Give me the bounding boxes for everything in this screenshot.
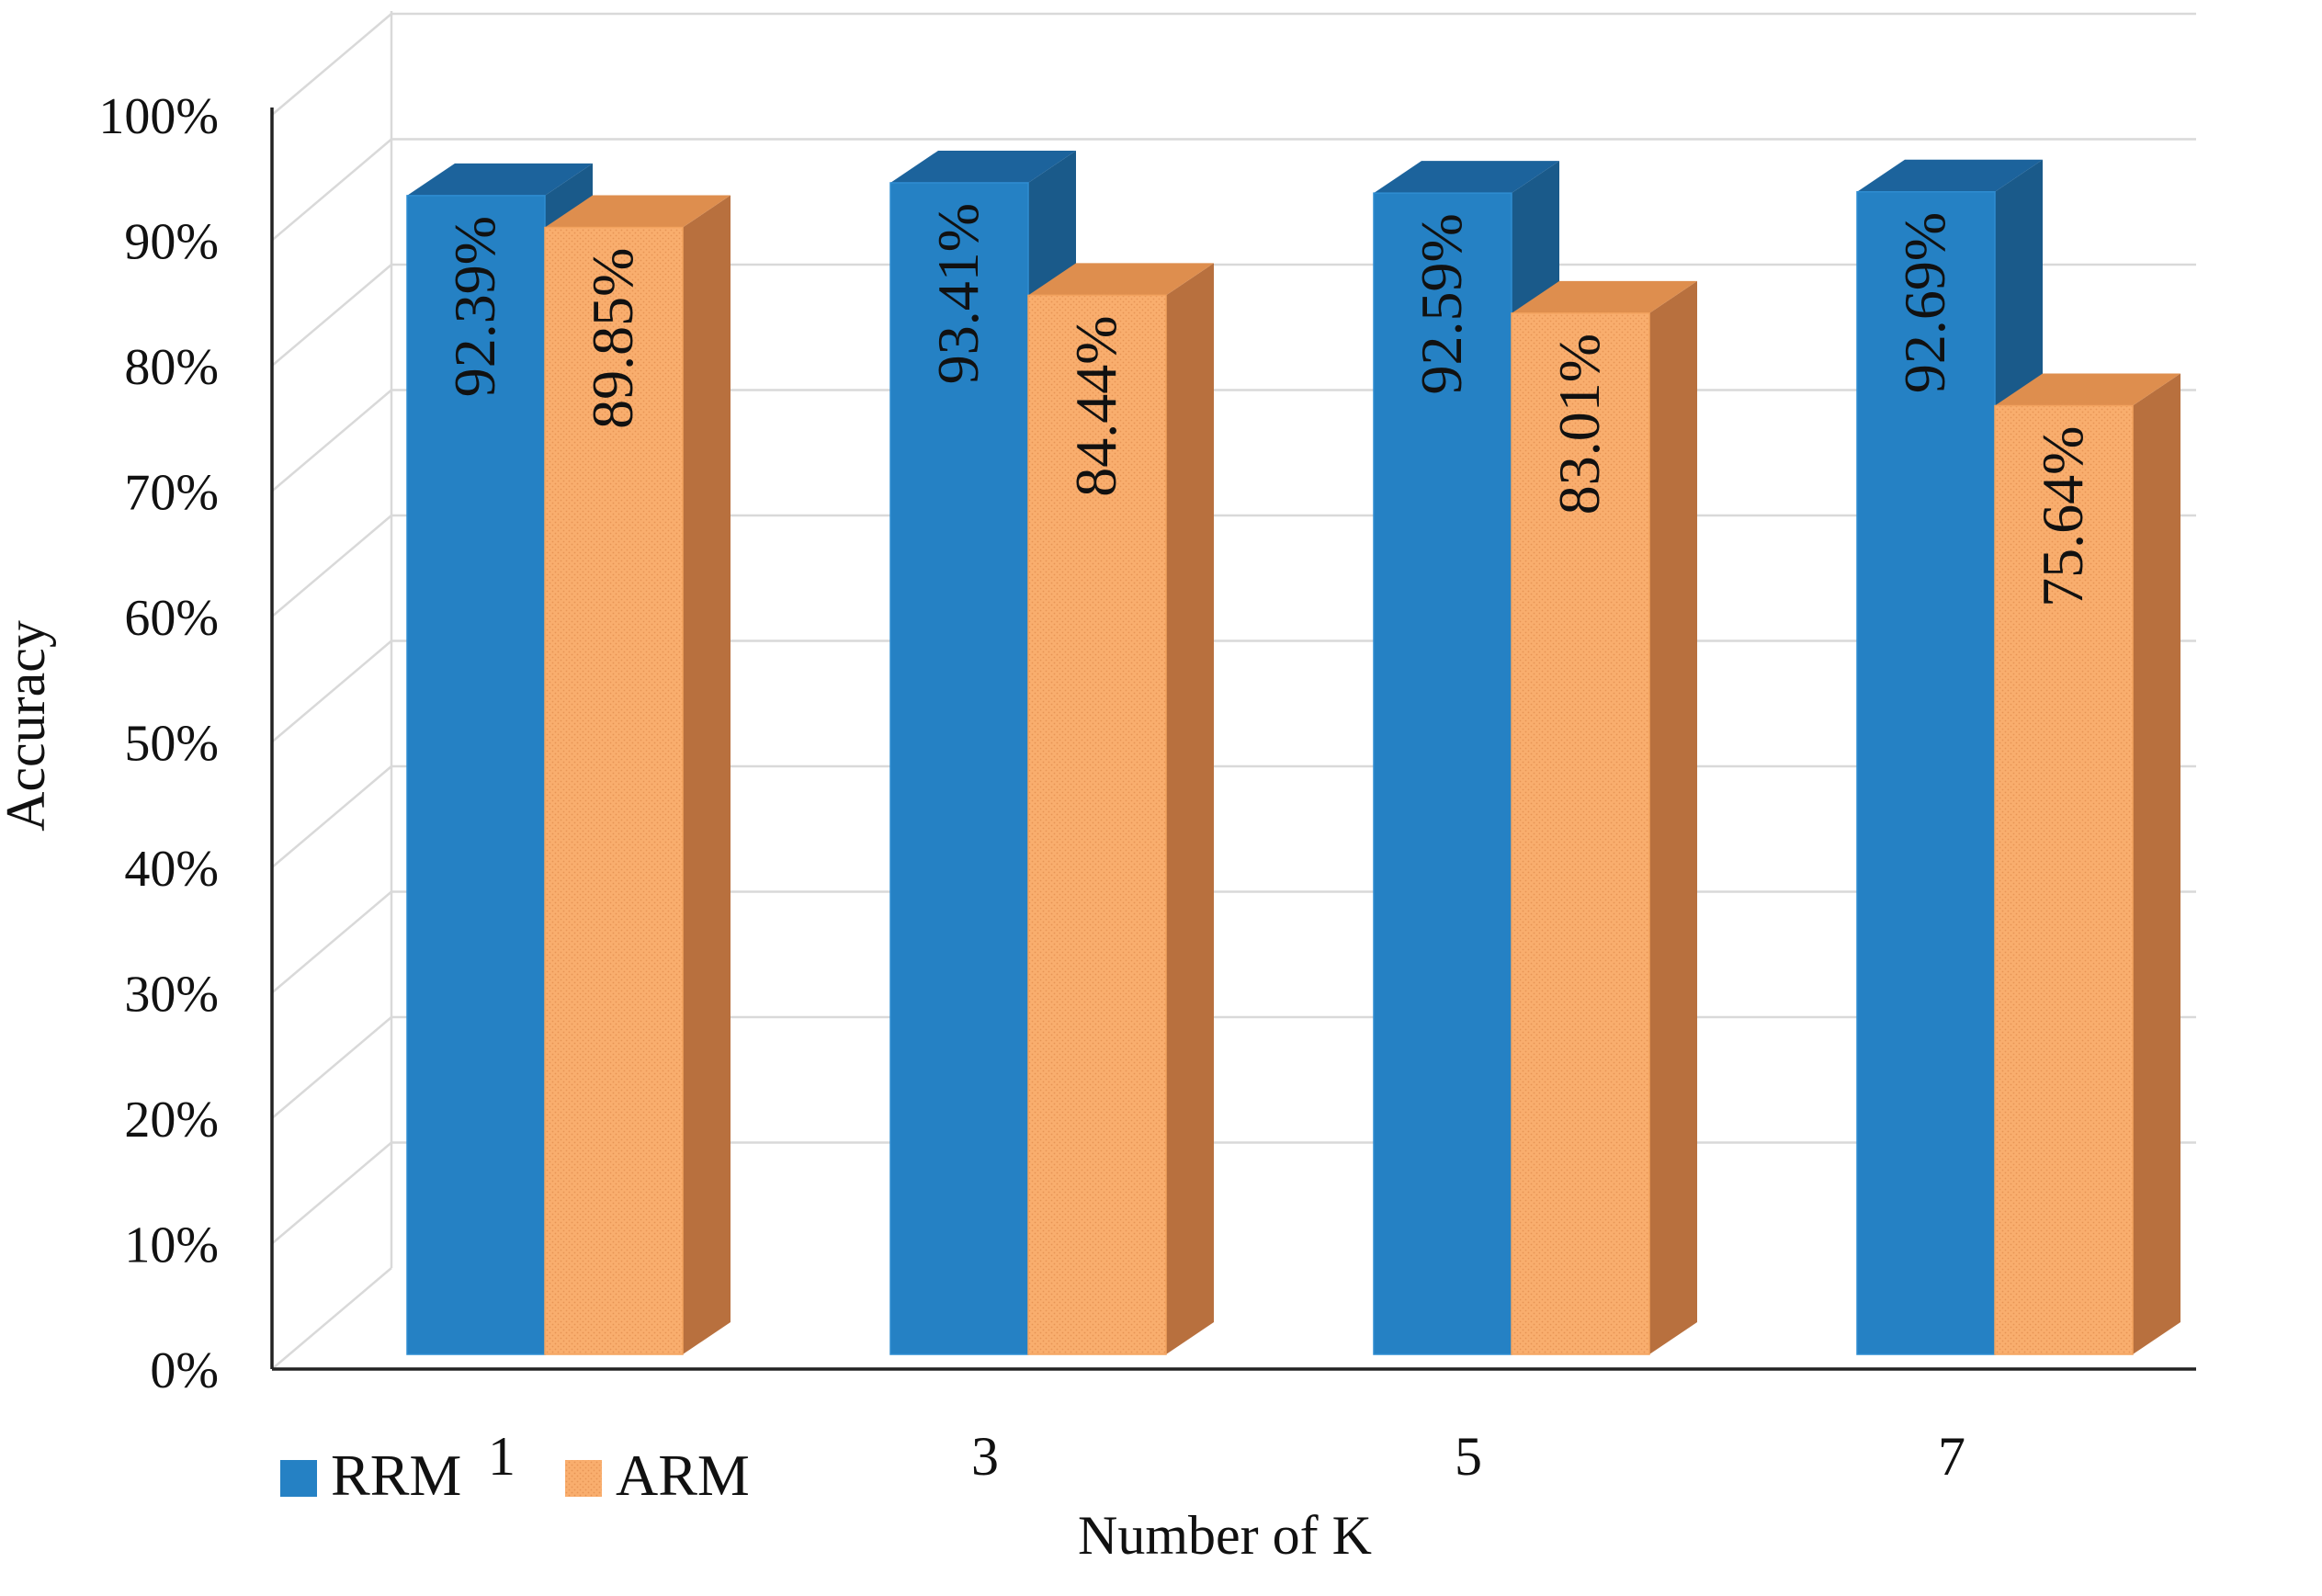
y-tick-label: 70% (124, 465, 219, 522)
gridline-side (271, 515, 392, 617)
data-label: 92.59% (1409, 213, 1474, 394)
gridline-side (271, 1141, 392, 1245)
y-tick-label: 10% (124, 1217, 219, 1274)
bar-top-face (1512, 280, 1697, 313)
bar-top-face (890, 150, 1076, 183)
legend-label: ARM (616, 1443, 750, 1508)
bar-front-face (889, 182, 1029, 1355)
bar-side-face (1166, 263, 1214, 1354)
bar-top-face (1374, 161, 1559, 194)
x-axis-title: Number of K (1078, 1505, 1372, 1566)
gridline-side (271, 890, 392, 994)
bar-top-face (545, 195, 731, 228)
data-label: 89.85% (580, 248, 645, 429)
gridline-side (271, 389, 392, 492)
bar-front-face (1027, 294, 1167, 1355)
bar-arm-k1 (544, 195, 731, 1355)
data-label: 93.41% (925, 203, 991, 384)
x-tick-label: 5 (1455, 1426, 1482, 1487)
data-labels: 92.39% 89.85% 93.41% 84.44% 92.59% 83.01% 92.6… (442, 203, 2095, 607)
x-tick-label: 1 (488, 1426, 515, 1487)
bar-front-face (1856, 191, 1996, 1355)
x-tick-label: 7 (1938, 1426, 1965, 1487)
x-tick-label: 3 (971, 1426, 999, 1487)
data-label: 83.01% (1546, 334, 1612, 515)
data-label: 92.39% (442, 216, 507, 397)
bar-side-face (1649, 280, 1697, 1354)
bar-arm-k3 (1027, 263, 1214, 1355)
bar-arm-k7 (1994, 373, 2180, 1355)
y-tick-label: 90% (124, 214, 219, 271)
bar-front-face (406, 195, 546, 1355)
gridline-side (271, 1267, 392, 1370)
legend-item-rrm: RRM (280, 1443, 461, 1508)
bar-front-face (544, 226, 684, 1355)
gridline-side (271, 138, 392, 242)
gridline-side (271, 264, 392, 367)
data-label: 75.64% (2030, 426, 2095, 607)
bar-top-face (407, 163, 593, 196)
legend-item-arm: ARM (565, 1443, 750, 1508)
bar-front-face (1373, 192, 1512, 1355)
y-axis-title: Accuracy (0, 620, 56, 832)
bar-top-face (1028, 263, 1214, 296)
legend-swatch (565, 1460, 602, 1497)
y-tick-label: 20% (124, 1092, 219, 1149)
gridline-side (271, 765, 392, 868)
bar-side-face (683, 195, 731, 1355)
bar-top-face (1995, 373, 2180, 406)
y-tick-label: 100% (98, 88, 219, 145)
gridline-side (271, 640, 392, 743)
y-tick-label: 80% (124, 339, 219, 396)
y-tick-label: 60% (124, 590, 219, 647)
data-label: 92.69% (1892, 212, 1957, 393)
bar-side-face (2133, 373, 2180, 1354)
legend-swatch (280, 1460, 317, 1497)
legend: RRM ARM (280, 1443, 750, 1508)
gridline-side (271, 1016, 392, 1119)
bar-arm-k5 (1511, 280, 1697, 1355)
bar-front-face (1994, 404, 2134, 1355)
data-label: 84.44% (1063, 315, 1128, 496)
y-tick-label: 0% (150, 1342, 219, 1399)
legend-label: RRM (331, 1443, 461, 1508)
bar-top-face (1857, 159, 2043, 192)
gridline-side (271, 13, 392, 116)
axes: 0% 10% 20% 30% 40% 50% 60% 70% 80% 90% 100% 1 3 5 7 (98, 88, 2196, 1487)
y-tick-label: 40% (124, 841, 219, 898)
bar-front-face (1511, 312, 1650, 1355)
y-tick-label: 30% (124, 967, 219, 1024)
y-tick-label: 50% (124, 716, 219, 773)
bars (406, 150, 2180, 1355)
